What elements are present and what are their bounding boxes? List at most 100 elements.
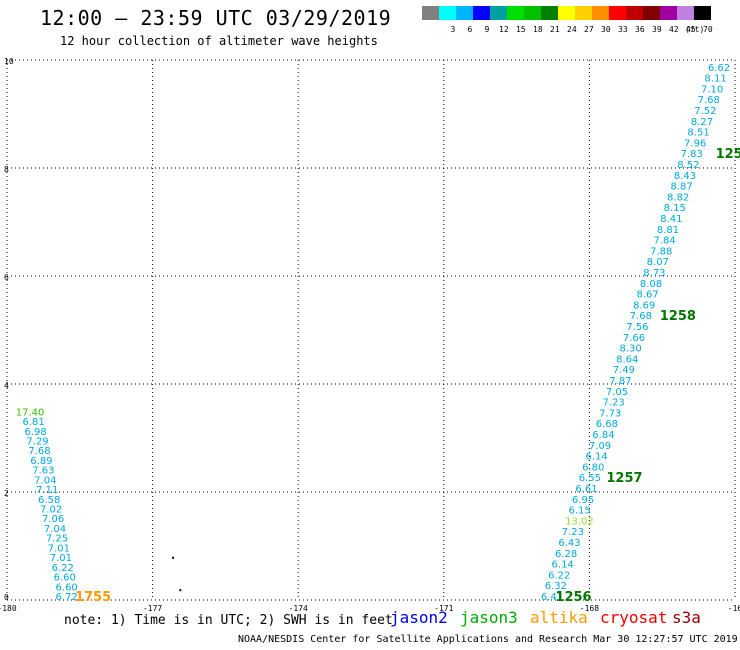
satellite-name: jason3 (460, 608, 518, 627)
legend-swatch (626, 6, 643, 20)
lon-tick-label: -16 (728, 604, 740, 613)
credit-line: NOAA/NESDIS Center for Satellite Applica… (238, 634, 738, 645)
wave-height-label: 7.96 (684, 138, 706, 149)
wave-height-label: 7.52 (694, 106, 716, 117)
wave-height-label: 7.87 (609, 376, 631, 387)
legend-label: 21 (550, 25, 560, 34)
wave-height-label: 6.60 (54, 573, 76, 584)
wave-height-label: 8.15 (664, 203, 686, 214)
wave-height-label: 7.56 (626, 322, 648, 333)
wave-height-label: 7.01 (48, 543, 70, 554)
legend-swatch (660, 6, 677, 20)
legend-label: 9 (484, 25, 490, 34)
wave-height-label: 7.63 (32, 466, 54, 477)
wave-height-label: 7.66 (623, 333, 645, 344)
wave-height-label: 7.23 (603, 398, 625, 409)
wave-height-label: 8.73 (643, 268, 665, 279)
wave-height-label: 6.84 (592, 430, 614, 441)
legend-swatch (439, 6, 456, 20)
wave-height-label: 6.55 (579, 473, 601, 484)
wave-height-label: 7.68 (698, 95, 720, 106)
map-subtitle: 12 hour collection of altimeter wave hei… (60, 34, 378, 48)
wave-height-label: 6.81 (23, 417, 45, 428)
legend-unit: (ft) (685, 25, 705, 34)
map-title: 12:00 – 23:59 UTC 03/29/2019 (40, 6, 392, 30)
wave-height-label: 6.89 (30, 456, 52, 467)
legend-swatch (422, 6, 439, 20)
legend-swatch (456, 6, 473, 20)
wave-height-label: 8.11 (704, 74, 726, 85)
wave-height-label: 6.14 (586, 452, 608, 463)
wave-height-label: 6.68 (596, 419, 618, 430)
legend-swatch (677, 6, 694, 20)
wave-height-label: 6.15 (569, 506, 591, 517)
lat-tick-label: 10 (4, 57, 14, 66)
wave-height-label: 7.68 (630, 311, 652, 322)
wave-height-label: 8.67 (636, 290, 658, 301)
legend-swatch (473, 6, 490, 20)
legend-label: 36 (635, 25, 645, 34)
legend-label: 12 (499, 25, 509, 34)
lat-tick-label: 2 (4, 489, 9, 498)
legend-swatch (592, 6, 609, 20)
wave-height-label: 7.01 (50, 553, 72, 564)
lat-tick-label: 4 (4, 381, 9, 390)
legend-swatch (524, 6, 541, 20)
wave-height-label: 6.98 (24, 427, 46, 438)
wave-height-label: 7.73 (599, 408, 621, 419)
wave-height-label: 6.22 (52, 563, 74, 574)
pass-time-label: 1258 (660, 309, 696, 324)
wave-height-label: 7.83 (681, 149, 703, 160)
wave-height-label: 7.09 (589, 441, 611, 452)
legend-swatch (507, 6, 524, 20)
legend-label: 18 (533, 25, 543, 34)
legend-label: 33 (618, 25, 628, 34)
wave-height-label: 8.69 (633, 300, 655, 311)
legend-swatch (575, 6, 592, 20)
wave-height-label: 7.11 (36, 485, 58, 496)
wave-height-label: 8.41 (660, 214, 682, 225)
wave-height-label: 6.58 (38, 495, 60, 506)
wave-height-label: 8.07 (647, 257, 669, 268)
data-dot (172, 556, 175, 559)
legend-label: 42 (669, 25, 679, 34)
wave-height-label: 8.08 (640, 279, 662, 290)
wave-height-label: 13.02 (565, 516, 594, 527)
wave-height-label: 6.72 (56, 592, 78, 603)
lon-tick-label: -177 (143, 604, 162, 613)
wave-height-label: 7.06 (42, 514, 64, 525)
wave-height-label: 7.23 (562, 527, 584, 538)
wave-height-label: 7.68 (28, 446, 50, 457)
legend-swatch (490, 6, 507, 20)
lon-tick-label: -168 (580, 604, 599, 613)
wave-height-label: 7.04 (44, 524, 66, 535)
data-dot (179, 589, 182, 592)
wave-height-label: 6.95 (572, 495, 594, 506)
legend-swatch (643, 6, 660, 20)
lon-tick-label: -174 (289, 604, 308, 613)
wave-height-label: 7.10 (701, 84, 723, 95)
wave-height-label: 8.82 (667, 192, 689, 203)
legend-label: 15 (516, 25, 526, 34)
pass-time-label: 1257 (606, 471, 642, 486)
wave-height-label: 6.22 (548, 570, 570, 581)
wave-height-label: 6.43 (558, 538, 580, 549)
lat-tick-label: 8 (4, 165, 9, 174)
wave-height-label: 6.41 (541, 592, 563, 603)
satellite-name: s3a (672, 608, 701, 627)
wave-height-label: 17.40 (16, 407, 45, 418)
wave-height-label: 7.05 (606, 387, 628, 398)
legend-swatch (609, 6, 626, 20)
legend-label: 6 (467, 25, 473, 34)
wave-height-label: 8.87 (670, 182, 692, 193)
legend-label: 3 (450, 25, 456, 34)
pass-time-label: 1259 (716, 147, 740, 162)
wave-height-label: 6.61 (575, 484, 597, 495)
wave-height-label: 7.88 (650, 246, 672, 257)
lat-tick-label: 0 (4, 593, 9, 602)
legend-label: 45 (686, 25, 696, 34)
legend-label: 27 (584, 25, 594, 34)
lon-tick-label: -180 (0, 604, 17, 613)
wave-height-label: 8.52 (677, 160, 699, 171)
